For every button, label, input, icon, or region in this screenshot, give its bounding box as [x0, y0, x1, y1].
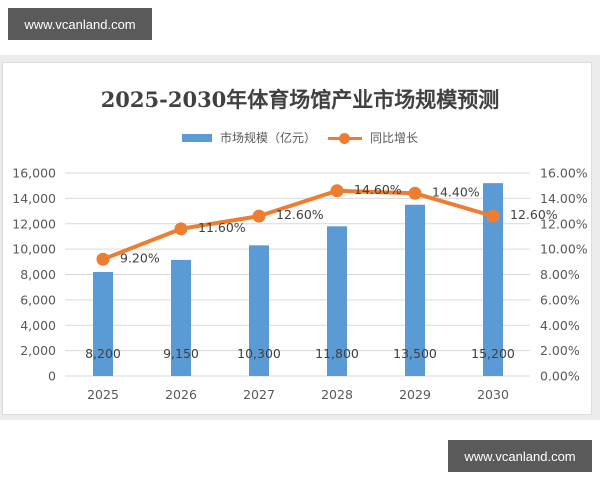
growth-marker [486, 209, 500, 223]
y-left-tick-label: 0 [48, 369, 56, 384]
y-right-tick-label: 4.00% [540, 318, 580, 333]
growth-marker [252, 209, 266, 223]
x-tick-label: 2030 [477, 387, 509, 402]
y-right-tick-label: 2.00% [540, 343, 580, 358]
bar-value-label: 8,200 [85, 346, 121, 361]
y-left-tick-label: 2,000 [20, 343, 56, 358]
y-right-tick-label: 10.00% [540, 242, 588, 257]
x-tick-label: 2027 [243, 387, 275, 402]
x-tick-label: 2026 [165, 387, 197, 402]
chart-title: 2025-2030年体育场馆产业市场规模预测 [100, 87, 500, 112]
growth-line [102, 188, 494, 262]
bar-series-market-size: 8,200 9,150 10,300 11,800 13,500 15,200 [85, 183, 515, 376]
line-series-growth: 9.20% 11.60% 12.60% 14.60% 14.40% 12.60% [96, 182, 558, 266]
bar-2026 [171, 259, 191, 376]
y-right-tick-label: 14.00% [540, 191, 588, 206]
y-right-tick-label: 16.00% [540, 166, 588, 181]
legend-line-swatch-icon [328, 131, 362, 145]
y-axis-left: 0 2,000 4,000 6,000 8,000 10,000 12,000 14,000 1… [12, 166, 56, 384]
legend-bar-swatch-icon [181, 133, 212, 142]
x-tick-label: 2025 [87, 387, 119, 402]
y-right-tick-label: 0.00% [540, 369, 580, 384]
bar-value-label: 13,500 [393, 346, 437, 361]
chart-legend: 市场规模（亿元） 同比增长 [0, 129, 600, 146]
bar-2029 [405, 204, 425, 376]
y-axis-right: 0.00% 2.00% 4.00% 6.00% 8.00% 10.00% 12.00% 14.… [540, 166, 588, 384]
growth-marker [408, 186, 422, 200]
bar-2030 [483, 183, 503, 376]
x-tick-label: 2028 [321, 387, 353, 402]
growth-value-label: 12.60% [276, 207, 324, 222]
y-left-tick-label: 4,000 [20, 318, 56, 333]
bar-2025 [93, 271, 113, 376]
growth-value-label: 11.60% [198, 220, 246, 235]
growth-value-label: 14.40% [432, 184, 480, 199]
growth-marker [330, 184, 344, 198]
y-right-tick-label: 8.00% [540, 267, 580, 282]
x-axis: 2025 2026 2027 2028 2029 2030 [87, 387, 509, 402]
legend-label-market-size: 市场规模（亿元） [219, 131, 316, 145]
watermark-top: www.vcanland.com [8, 8, 152, 40]
legend-label-growth: 同比增长 [370, 131, 419, 145]
y-right-tick-label: 12.00% [540, 216, 588, 231]
bar-2027 [249, 245, 269, 376]
y-left-tick-label: 16,000 [12, 166, 56, 181]
y-left-tick-label: 8,000 [20, 267, 56, 282]
watermark-bottom: www.vcanland.com [448, 440, 592, 472]
y-left-tick-label: 14,000 [12, 191, 56, 206]
y-left-tick-label: 12,000 [12, 216, 56, 231]
bar-value-label: 9,150 [163, 346, 199, 361]
bar-value-label: 11,800 [315, 346, 359, 361]
bar-value-label: 10,300 [237, 346, 281, 361]
gridlines [65, 172, 530, 377]
y-right-tick-label: 6.00% [540, 292, 580, 307]
x-tick-label: 2029 [399, 387, 431, 402]
growth-marker [174, 222, 188, 236]
growth-value-label: 9.20% [120, 250, 160, 265]
bar-2028 [327, 226, 347, 376]
y-left-tick-label: 10,000 [12, 242, 56, 257]
growth-value-label: 12.60% [510, 207, 558, 222]
bar-value-label: 15,200 [471, 346, 515, 361]
growth-marker [96, 252, 110, 266]
y-left-tick-label: 6,000 [20, 292, 56, 307]
growth-value-label: 14.60% [354, 182, 402, 197]
